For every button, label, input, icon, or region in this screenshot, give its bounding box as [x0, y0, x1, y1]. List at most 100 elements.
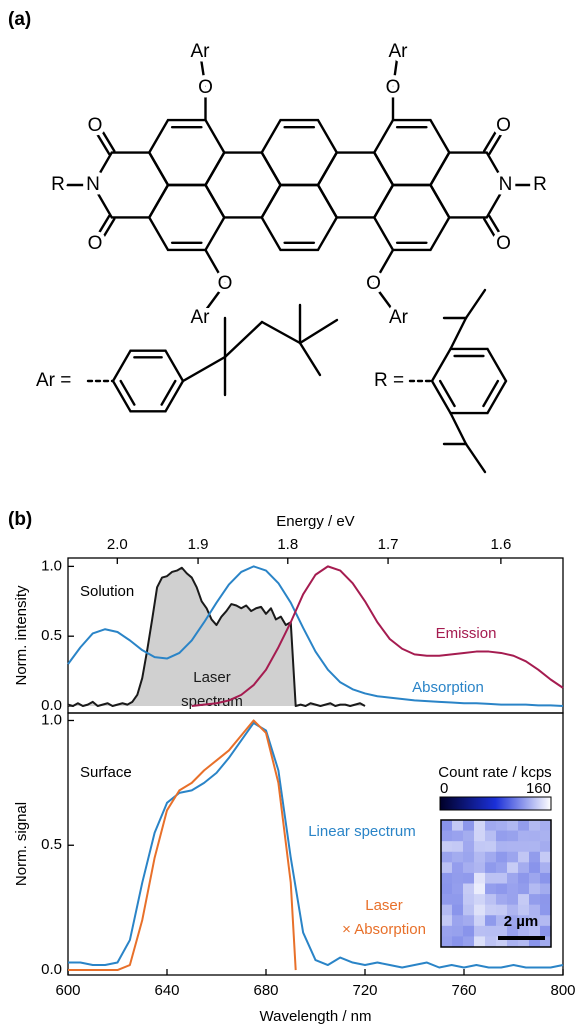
image-pixel — [441, 905, 452, 916]
image-pixel — [441, 936, 452, 947]
image-pixel — [540, 852, 551, 863]
x-tick-label: 720 — [352, 982, 377, 999]
x-tick-label: 800 — [550, 982, 575, 999]
atom-label: N — [499, 174, 513, 195]
image-pixel — [485, 852, 496, 863]
x2-tick-label: 1.6 — [490, 536, 511, 553]
image-pixel — [441, 841, 452, 852]
double-bond — [162, 381, 176, 405]
image-pixel — [441, 873, 452, 884]
atom-label: N — [86, 174, 100, 195]
bond — [300, 320, 337, 343]
scale-bar-label: 2 µm — [504, 913, 539, 930]
x2-tick-label: 1.9 — [188, 536, 209, 553]
image-pixel — [540, 884, 551, 895]
image-pixel — [540, 894, 551, 905]
image-pixel — [452, 873, 463, 884]
x2-axis-title: Energy / eV — [276, 513, 354, 530]
image-pixel — [496, 894, 507, 905]
image-pixel — [452, 862, 463, 873]
image-pixel — [529, 852, 540, 863]
image-pixel — [529, 894, 540, 905]
atom-label: O — [496, 233, 511, 254]
image-pixel — [529, 831, 540, 842]
image-pixel — [529, 884, 540, 895]
atom-label: R — [533, 174, 547, 195]
annotation: Surface — [80, 764, 132, 781]
double-bond — [440, 381, 454, 406]
image-pixel — [463, 915, 474, 926]
series-label-box: Absorption — [373, 662, 523, 714]
y-tick-label: 0.0 — [41, 961, 62, 978]
image-pixel — [485, 884, 496, 895]
image-pixel — [518, 852, 529, 863]
image-pixel — [463, 862, 474, 873]
image-pixel — [496, 820, 507, 831]
image-pixel — [529, 862, 540, 873]
inset-title: Count rate / kcps — [438, 764, 551, 781]
ring — [113, 351, 183, 412]
ring — [262, 120, 337, 185]
image-pixel — [507, 820, 518, 831]
image-pixel — [452, 831, 463, 842]
image-pixel — [540, 831, 551, 842]
series-label: Absorption — [373, 662, 523, 714]
image-pixel — [474, 894, 485, 905]
image-pixel — [518, 820, 529, 831]
colorbar-tick-label: 160 — [526, 780, 551, 797]
image-pixel — [463, 894, 474, 905]
image-pixel — [496, 884, 507, 895]
image-pixel — [518, 884, 529, 895]
image-pixel — [485, 862, 496, 873]
panel-label: (a) — [8, 9, 31, 30]
image-pixel — [441, 926, 452, 937]
bond — [225, 322, 262, 357]
atom-label: O — [88, 115, 103, 136]
image-pixel — [485, 820, 496, 831]
ring — [374, 120, 449, 185]
atom-label: O — [386, 77, 401, 98]
image-pixel — [485, 873, 496, 884]
image-pixel — [485, 894, 496, 905]
image-pixel — [518, 873, 529, 884]
image-pixel — [540, 820, 551, 831]
atom-label: Ar — [389, 307, 409, 328]
image-pixel — [474, 926, 485, 937]
substituent-label: R = — [374, 370, 404, 391]
x-axis-title: Wavelength / nm — [260, 1008, 372, 1025]
ring — [432, 349, 506, 413]
image-pixel — [529, 873, 540, 884]
image-pixel — [463, 884, 474, 895]
image-pixel — [441, 831, 452, 842]
image-pixel — [540, 841, 551, 852]
substituent-label: Ar = — [36, 370, 71, 391]
image-pixel — [496, 852, 507, 863]
image-pixel — [474, 831, 485, 842]
image-pixel — [441, 915, 452, 926]
image-pixel — [452, 926, 463, 937]
image-pixel — [474, 936, 485, 947]
atom-label: Ar — [389, 41, 409, 62]
ring — [318, 153, 393, 218]
ring — [262, 185, 337, 250]
image-pixel — [496, 831, 507, 842]
colorbar — [440, 797, 551, 810]
x-tick-label: 640 — [154, 982, 179, 999]
image-pixel — [441, 852, 452, 863]
image-pixel — [441, 862, 452, 873]
image-pixel — [452, 852, 463, 863]
atom-label: O — [218, 273, 233, 294]
series-label-box: Emission — [391, 608, 541, 660]
image-pixel — [474, 905, 485, 916]
series-label: Linear spectrum — [287, 806, 437, 858]
y-tick-label: 0.5 — [41, 627, 62, 644]
image-pixel — [518, 862, 529, 873]
image-pixel — [452, 884, 463, 895]
atom-label: O — [88, 233, 103, 254]
y-tick-label: 1.0 — [41, 711, 62, 728]
image-pixel — [474, 915, 485, 926]
series-label-box: Linear spectrum — [287, 806, 437, 858]
image-pixel — [474, 820, 485, 831]
atom-label: O — [496, 115, 511, 136]
image-pixel — [452, 936, 463, 947]
